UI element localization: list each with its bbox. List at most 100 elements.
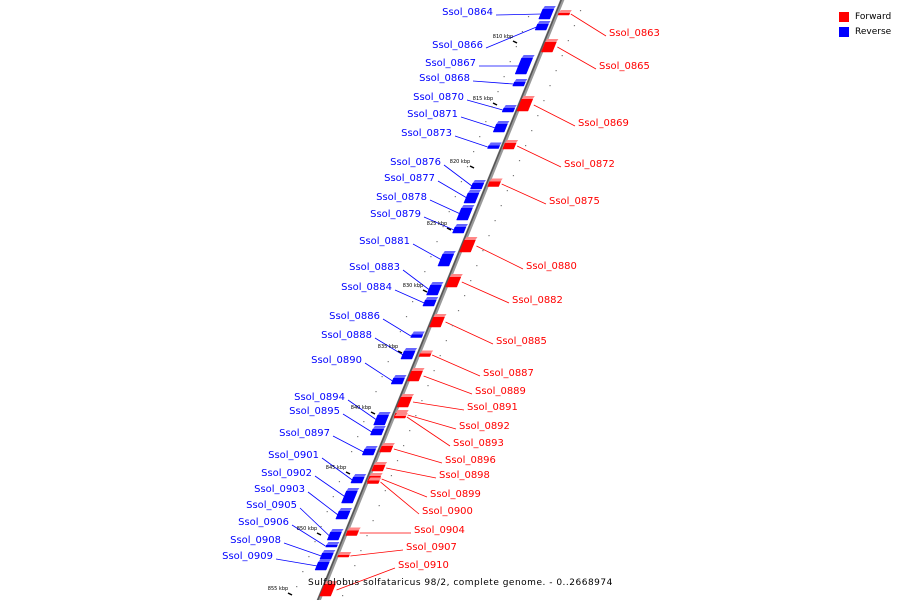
gene-label[interactable]: Ssol_0878 <box>376 192 427 203</box>
gene-glyph <box>426 284 442 296</box>
gene-glyph <box>335 510 351 520</box>
gene-label[interactable]: Ssol_0889 <box>475 386 526 397</box>
gene-glyph-top <box>542 6 556 9</box>
gene-glyph-top <box>464 237 478 240</box>
subtick <box>525 145 527 147</box>
gene-label[interactable]: Ssol_0886 <box>329 311 380 322</box>
gene-glyph <box>502 142 517 150</box>
gene-label[interactable]: Ssol_0876 <box>390 157 441 168</box>
gene-label[interactable]: Ssol_0882 <box>512 295 563 306</box>
gene-label[interactable]: Ssol_0898 <box>439 470 490 481</box>
gene-glyph-top <box>353 474 367 477</box>
gene-label[interactable]: Ssol_0909 <box>222 551 273 562</box>
subtick <box>515 46 517 48</box>
gene-label[interactable]: Ssol_0887 <box>483 368 534 379</box>
gene-glyph <box>337 554 350 558</box>
gene-glyph-top <box>322 550 336 553</box>
gene-glyph-top <box>364 446 378 449</box>
gene-label[interactable]: Ssol_0906 <box>238 517 289 528</box>
gene-label[interactable]: Ssol_0894 <box>294 392 345 403</box>
gene-label[interactable]: Ssol_0888 <box>321 330 372 341</box>
leader-line <box>460 116 496 129</box>
gene-glyph <box>390 377 405 385</box>
gene-label[interactable]: Ssol_0884 <box>341 282 392 293</box>
gene-label[interactable]: Ssol_0900 <box>422 506 473 517</box>
gene-label[interactable]: Ssol_0883 <box>349 262 400 273</box>
gene-label[interactable]: Ssol_0885 <box>496 336 547 347</box>
subtick <box>384 490 386 492</box>
gene-label[interactable]: Ssol_0863 <box>609 28 660 39</box>
gene-label[interactable]: Ssol_0905 <box>246 500 297 511</box>
gene-label[interactable]: Ssol_0865 <box>599 61 650 72</box>
gene-label[interactable]: Ssol_0892 <box>459 421 510 432</box>
subtick <box>509 61 511 63</box>
gene-glyph <box>512 81 526 87</box>
gene-label[interactable]: Ssol_0877 <box>384 173 435 184</box>
gene-glyph-top <box>558 10 572 13</box>
gene-label[interactable]: Ssol_0908 <box>230 535 281 546</box>
gene-glyph-top <box>381 443 395 446</box>
tick-label: 835 kbp <box>378 344 398 350</box>
gene-label[interactable]: Ssol_0867 <box>425 58 476 69</box>
gene-label[interactable]: Ssol_0910 <box>398 560 449 571</box>
subtick <box>464 295 466 297</box>
subtick <box>405 316 408 318</box>
gene-glyph <box>371 464 386 472</box>
gene-glyph-top <box>496 121 510 124</box>
leader-line <box>412 243 442 261</box>
gene-label[interactable]: Ssol_0896 <box>445 455 496 466</box>
gene-label[interactable]: Ssol_0893 <box>453 438 504 449</box>
tick-label: 840 kbp <box>351 405 371 411</box>
gene-glyph-top <box>489 178 503 182</box>
gene-glyph <box>538 8 555 20</box>
gene-label[interactable]: Ssol_0870 <box>413 92 464 103</box>
leader-line <box>380 481 420 515</box>
gene-label[interactable]: Ssol_0904 <box>414 525 465 536</box>
gene-label[interactable]: Ssol_0869 <box>578 118 629 129</box>
leader-line <box>443 164 473 187</box>
leader-line <box>386 467 437 479</box>
gene-glyph-top <box>442 251 456 254</box>
gene-label[interactable]: Ssol_0879 <box>370 209 421 220</box>
subtick <box>500 205 502 207</box>
gene-label[interactable]: Ssol_0875 <box>549 196 600 207</box>
gene-glyph-top <box>472 180 486 183</box>
gene-label[interactable]: Ssol_0871 <box>407 109 458 120</box>
tick-mark <box>469 165 475 169</box>
subtick <box>302 571 304 573</box>
gene-label[interactable]: Ssol_0903 <box>254 484 305 495</box>
gene-label[interactable]: Ssol_0866 <box>432 40 483 51</box>
genome-caption: Sulfolobus solfataricus 98/2, complete g… <box>308 578 613 588</box>
gene-label[interactable]: Ssol_0899 <box>430 489 481 500</box>
gene-label[interactable]: Ssol_0872 <box>564 159 615 170</box>
gene-glyph-top <box>545 39 559 42</box>
subtick <box>357 436 359 438</box>
gene-label[interactable]: Ssol_0890 <box>311 355 362 366</box>
subtick <box>415 415 417 417</box>
gene-label[interactable]: Ssol_0901 <box>268 450 319 461</box>
gene-label[interactable]: Ssol_0881 <box>359 236 410 247</box>
gene-label[interactable]: Ssol_0864 <box>442 7 493 18</box>
tick-label: 850 kbp <box>297 526 317 532</box>
tick-mark <box>345 471 351 475</box>
leader-line <box>412 401 465 411</box>
gene-glyph-top <box>346 488 360 491</box>
leader-line <box>314 475 346 498</box>
leader-lines <box>275 13 607 591</box>
subtick <box>573 25 576 27</box>
gene-glyph-top <box>521 96 535 99</box>
subtick <box>421 400 423 402</box>
tick-label: 815 kbp <box>473 96 493 102</box>
gene-label[interactable]: Ssol_0873 <box>401 128 452 139</box>
gene-label[interactable]: Ssol_0880 <box>526 261 577 272</box>
gene-label[interactable]: Ssol_0907 <box>406 542 457 553</box>
tick-label: 820 kbp <box>450 159 470 165</box>
gene-label[interactable]: Ssol_0895 <box>289 406 340 417</box>
gene-label[interactable]: Ssol_0897 <box>279 428 330 439</box>
gene-glyph-top <box>467 190 481 193</box>
leader-line <box>516 145 562 168</box>
gene-label[interactable]: Ssol_0891 <box>467 402 518 413</box>
gene-label[interactable]: Ssol_0902 <box>261 468 312 479</box>
leader-line <box>570 13 607 37</box>
gene-label[interactable]: Ssol_0868 <box>419 73 470 84</box>
